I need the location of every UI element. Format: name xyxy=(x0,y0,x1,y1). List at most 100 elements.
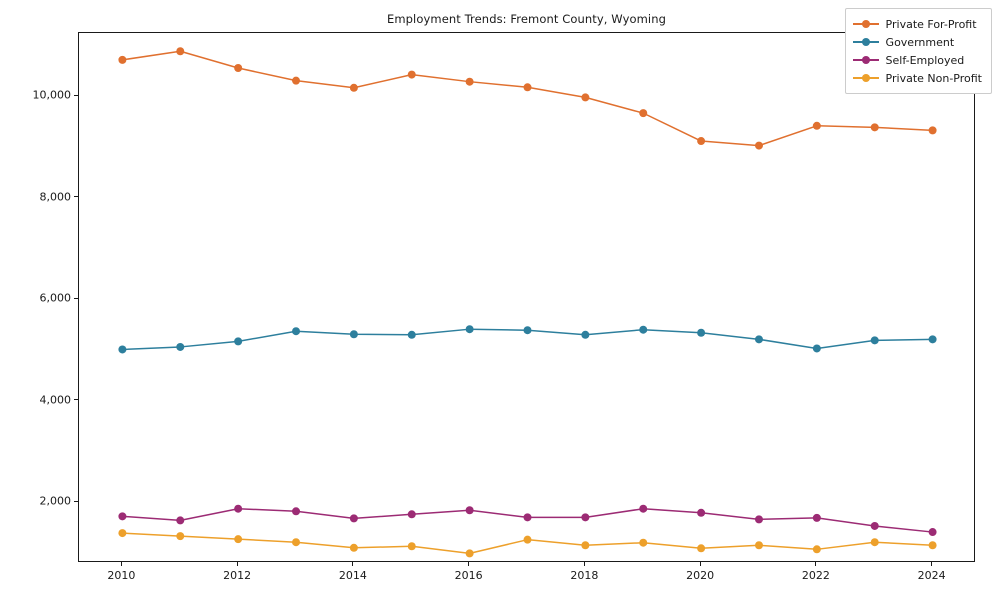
data-point xyxy=(523,535,532,544)
data-point xyxy=(176,532,185,541)
data-point xyxy=(754,141,763,150)
y-axis-tick-label: 10,000 xyxy=(32,88,72,102)
x-axis-tick-label: 2012 xyxy=(223,569,252,582)
y-axis-tick-mark xyxy=(74,94,78,96)
data-point xyxy=(118,529,127,538)
y-axis-tick-mark xyxy=(74,297,78,299)
legend-swatch xyxy=(852,18,879,30)
data-point xyxy=(349,514,358,523)
data-point xyxy=(870,336,879,345)
x-axis-tick-label: 2024 xyxy=(917,569,946,582)
series-government xyxy=(118,325,937,354)
data-point xyxy=(581,93,590,102)
data-point xyxy=(697,328,706,337)
data-point xyxy=(812,513,821,522)
legend-item[interactable]: Self-Employed xyxy=(852,51,982,69)
data-point xyxy=(292,507,301,516)
data-point xyxy=(118,512,127,521)
x-axis-tick-label: 2020 xyxy=(686,569,715,582)
data-point xyxy=(292,76,301,85)
data-point xyxy=(234,64,243,72)
data-point xyxy=(234,535,243,544)
data-point xyxy=(176,47,185,56)
data-point xyxy=(697,544,706,553)
legend-label: Private For-Profit xyxy=(885,17,977,31)
x-axis-tick-mark xyxy=(468,562,470,566)
data-point xyxy=(292,327,301,336)
plot-lines xyxy=(118,47,937,558)
y-axis-tick-label: 4,000 xyxy=(39,393,72,407)
data-point xyxy=(639,109,648,118)
data-point xyxy=(812,344,821,353)
data-point xyxy=(465,506,474,515)
data-point xyxy=(349,330,358,339)
data-point xyxy=(928,541,937,550)
data-point xyxy=(465,77,474,86)
y-axis-tick-label: 2,000 xyxy=(39,494,72,508)
x-axis-tick-mark xyxy=(815,562,817,566)
x-axis-tick-mark xyxy=(352,562,354,566)
data-point xyxy=(754,541,763,550)
legend-item[interactable]: Government xyxy=(852,33,982,51)
data-point xyxy=(407,510,416,519)
x-axis-tick-label: 2016 xyxy=(454,569,483,582)
x-axis-tick-label: 2010 xyxy=(107,569,136,582)
data-point xyxy=(812,121,821,130)
chart-title: Employment Trends: Fremont County, Wyomi… xyxy=(386,12,666,26)
data-point xyxy=(697,508,706,517)
data-point xyxy=(407,330,416,339)
data-point xyxy=(176,342,185,351)
y-axis-tick-mark xyxy=(74,399,78,401)
data-point xyxy=(234,337,243,346)
data-point xyxy=(581,330,590,339)
data-point xyxy=(870,123,879,132)
y-axis-tick-mark xyxy=(74,196,78,198)
legend-label: Government xyxy=(885,35,955,49)
plot-area xyxy=(78,32,975,562)
legend-swatch xyxy=(852,72,879,84)
x-axis-tick-label: 2018 xyxy=(570,569,599,582)
data-point xyxy=(754,335,763,344)
data-point xyxy=(465,325,474,334)
data-point xyxy=(870,538,879,547)
data-point xyxy=(581,513,590,522)
data-point xyxy=(697,137,706,146)
series-self-employed xyxy=(118,504,937,537)
data-point xyxy=(176,516,185,525)
x-axis-tick-mark xyxy=(699,562,701,566)
y-axis-tick-mark xyxy=(74,500,78,502)
data-point xyxy=(639,325,648,334)
x-axis-tick-label: 2022 xyxy=(801,569,830,582)
legend-marker-icon xyxy=(861,56,870,64)
series-private-non-profit xyxy=(118,529,937,558)
legend-item[interactable]: Private For-Profit xyxy=(852,15,982,33)
legend-swatch xyxy=(852,54,879,66)
data-point xyxy=(407,542,416,551)
x-axis-tick-mark xyxy=(931,562,933,566)
data-point xyxy=(292,538,301,547)
data-point xyxy=(928,528,937,537)
legend-marker-icon xyxy=(861,38,870,46)
data-point xyxy=(234,504,243,513)
data-point xyxy=(754,515,763,524)
x-axis-tick-label: 2014 xyxy=(338,569,367,582)
series-private-for-profit xyxy=(118,47,937,150)
data-point xyxy=(523,83,532,92)
legend-label: Self-Employed xyxy=(885,53,965,67)
data-point xyxy=(928,126,937,135)
data-point xyxy=(639,504,648,513)
legend-marker-icon xyxy=(861,74,870,82)
x-axis-tick-mark xyxy=(236,562,238,566)
data-point xyxy=(523,326,532,335)
data-point xyxy=(349,83,358,92)
data-point xyxy=(465,549,474,558)
data-point xyxy=(870,521,879,530)
data-point xyxy=(118,55,127,64)
legend-marker-icon xyxy=(861,20,870,28)
legend-swatch xyxy=(852,36,879,48)
data-point xyxy=(523,513,532,522)
data-point xyxy=(407,70,416,79)
y-axis-tick-label: 8,000 xyxy=(39,190,72,204)
legend-item[interactable]: Private Non-Profit xyxy=(852,69,982,87)
